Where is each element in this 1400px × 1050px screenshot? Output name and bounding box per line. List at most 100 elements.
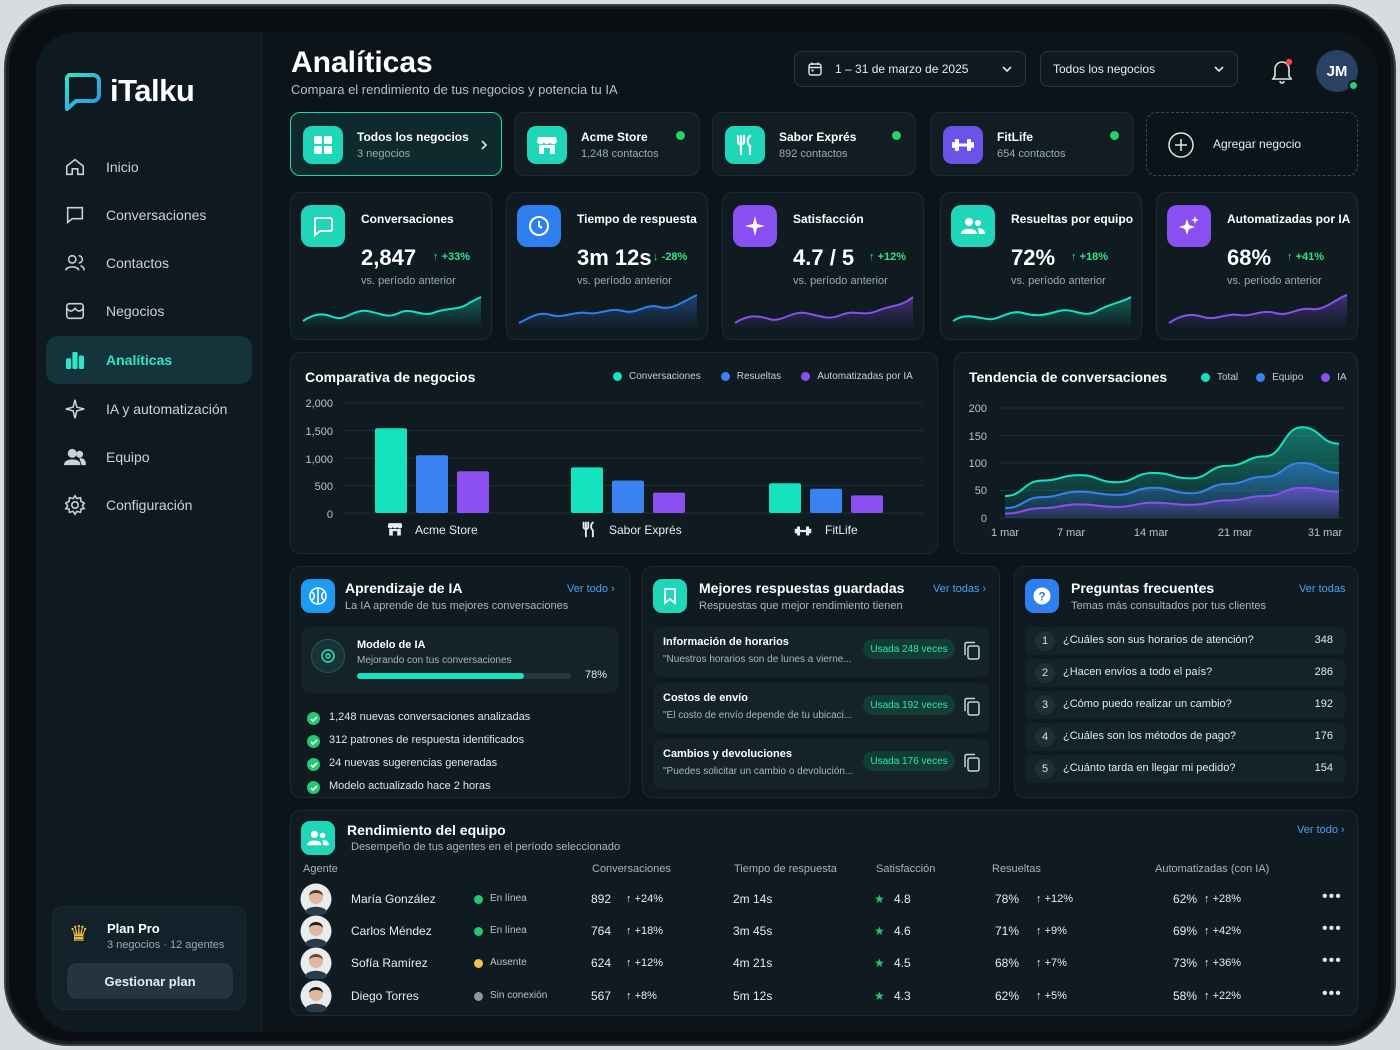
kpi-card-resueltas-equipo[interactable]: Resueltas por equipo 72% ↑ +18% vs. perí… [940, 192, 1142, 340]
response-title: Información de horarios [663, 636, 789, 648]
sidebar-item-ia-automatizacion[interactable]: IA y automatización [46, 386, 252, 432]
copy-icon[interactable] [963, 753, 981, 773]
logo[interactable]: iTalku [60, 70, 195, 112]
add-business-button[interactable]: Agregar negocio [1146, 112, 1358, 176]
faq-item[interactable]: 1 ¿Cuáles son sus horarios de atención? 34… [1025, 627, 1345, 655]
x-tick-label: 7 mar [1057, 527, 1085, 539]
see-all-link[interactable]: Ver todas [1299, 583, 1346, 595]
bar-acme-store-conversaciones[interactable] [375, 428, 407, 513]
sidebar-item-analiticas[interactable]: Analíticas [46, 336, 252, 384]
sidebar-item-configuracion[interactable]: Configuración [46, 482, 252, 528]
y-tick-label: 0 [327, 509, 333, 521]
plan-title: Plan Pro [107, 921, 160, 936]
sidebar-item-negocios[interactable]: Negocios [46, 288, 252, 334]
copy-icon[interactable] [963, 641, 981, 661]
bar-fitlife-conversaciones[interactable] [769, 483, 801, 513]
legend-item[interactable]: Equipo [1256, 372, 1303, 383]
bar-sabor-exprés-automatizadas-por-ia[interactable] [653, 492, 685, 513]
model-subtitle: Mejorando con tus conversaciones [357, 655, 512, 666]
see-all-link[interactable]: Ver todas › [933, 583, 987, 595]
bar-acme-store-automatizadas-por-ia[interactable] [457, 471, 489, 513]
satisfaction-value: 4.8 [894, 892, 911, 906]
business-count: 654 contactos [997, 148, 1066, 160]
conversations-value: 624 [591, 956, 612, 970]
line-equipo[interactable] [1004, 461, 1340, 510]
more-options-icon[interactable]: ••• [1322, 952, 1342, 969]
user-avatar[interactable]: JM [1316, 50, 1359, 92]
response-time-value: 5m 12s [733, 989, 773, 1003]
date-range-select[interactable]: 1 – 31 de marzo de 2025 [794, 51, 1026, 87]
faq-item[interactable]: 3 ¿Cómo puedo realizar un cambio? 192 [1025, 691, 1345, 719]
column-header-resueltas[interactable]: Resueltas [992, 863, 1041, 875]
check-icon [307, 712, 320, 725]
utensils-icon [582, 521, 594, 538]
saved-response-item[interactable]: Información de horarios "Nuestros horari… [653, 627, 989, 677]
business-filter-select[interactable]: Todos los negocios [1040, 51, 1238, 87]
legend-item[interactable]: Conversaciones [613, 371, 701, 382]
kpi-card-automatizadas-ia[interactable]: Automatizadas por IA 68% ↑ +41% vs. perí… [1156, 192, 1358, 340]
sidebar-item-contactos[interactable]: Contactos [46, 240, 252, 286]
bar-chart-icon [65, 351, 85, 370]
business-card-sabor[interactable]: Sabor Exprés 892 contactos [712, 112, 916, 176]
legend-item[interactable]: IA [1321, 372, 1347, 383]
column-header-conversaciones[interactable]: Conversaciones [592, 863, 671, 875]
y-tick-label: 500 [315, 481, 333, 493]
saved-response-item[interactable]: Cambios y devoluciones "Puedes solicitar… [653, 739, 989, 789]
column-header-automatizadas[interactable]: Automatizadas (con IA) [1155, 863, 1270, 875]
faq-item[interactable]: 5 ¿Cuánto tarda en llegar mi pedido? 154 [1025, 755, 1345, 783]
conversations-value: 892 [591, 892, 612, 906]
copy-icon[interactable] [963, 697, 981, 717]
bar-acme-store-resueltas[interactable] [416, 455, 448, 513]
bar-sabor-exprés-conversaciones[interactable] [571, 467, 603, 513]
agent-avatar [300, 980, 332, 1012]
ai-bullet-text: Modelo actualizado hace 2 horas [329, 780, 491, 792]
table-row[interactable]: Diego Torres Sin conexión 567 ↑ +8% 5m 12s ★ 4… [300, 980, 1341, 1012]
kpi-card-conversaciones[interactable]: Conversaciones 2,847 ↑ +33% vs. período … [290, 192, 492, 340]
utensils-icon [725, 126, 765, 164]
business-card-all[interactable]: Todos los negocios 3 negocios [290, 112, 502, 176]
sidebar-item-equipo[interactable]: Equipo [46, 434, 252, 480]
more-options-icon[interactable]: ••• [1322, 985, 1342, 1002]
kpi-label: Automatizadas por IA [1227, 212, 1351, 226]
status-dot [1110, 131, 1119, 140]
column-header-satisfaccion[interactable]: Satisfacción [876, 863, 936, 875]
panel-title: Rendimiento del equipo [347, 822, 506, 838]
team-performance-panel: Rendimiento del equipo Desempeño de tus … [290, 810, 1358, 1016]
table-row[interactable]: Sofía Ramírez Ausente 624 ↑ +12% 4m 21s ★ 4.5 6… [300, 947, 1341, 979]
column-header-tiempo[interactable]: Tiempo de respuesta [734, 863, 837, 875]
plan-subtitle: 3 negocios · 12 agentes [107, 939, 225, 951]
sidebar-item-conversaciones[interactable]: Conversaciones [46, 192, 252, 238]
satisfaction-value: 4.3 [894, 989, 911, 1003]
see-all-link[interactable]: Ver todo › [1297, 824, 1345, 836]
table-row[interactable]: María González En línea 892 ↑ +24% 2m 14s ★ 4.… [300, 883, 1341, 915]
legend-item[interactable]: Resueltas [720, 371, 781, 382]
bar-sabor-exprés-resueltas[interactable] [612, 480, 644, 513]
y-tick-label: 150 [969, 431, 987, 443]
notifications-button[interactable] [1270, 58, 1294, 89]
x-category-labels: Acme Store Sabor Exprés FitLife [387, 521, 858, 538]
more-options-icon[interactable]: ••• [1322, 920, 1342, 937]
business-card-acme[interactable]: Acme Store 1,248 contactos [514, 112, 700, 176]
conversations-delta: ↑ +12% [626, 957, 664, 969]
table-row[interactable]: Carlos Méndez En línea 764 ↑ +18% 3m 45s ★ 4.6… [300, 915, 1341, 947]
legend-item[interactable]: Total [1201, 372, 1238, 383]
kpi-card-tiempo-respuesta[interactable]: Tiempo de respuesta 3m 12s ↓ -28% vs. pe… [506, 192, 708, 340]
line-ia[interactable] [1004, 486, 1340, 515]
bar-fitlife-automatizadas-por-ia[interactable] [851, 495, 883, 513]
manage-plan-button[interactable]: Gestionar plan [67, 963, 233, 999]
business-card-fitlife[interactable]: FitLife 654 contactos [930, 112, 1134, 176]
legend-item[interactable]: Automatizadas por IA [801, 371, 913, 382]
line-total[interactable] [1004, 426, 1340, 497]
kpi-card-satisfaccion[interactable]: Satisfacción 4.7 / 5 ↑ +12% vs. período … [722, 192, 924, 340]
see-all-link[interactable]: Ver todo › [567, 583, 615, 595]
saved-response-item[interactable]: Costos de envío "El costo de envío depen… [653, 683, 989, 733]
faq-item[interactable]: 4 ¿Cuáles son los métodos de pago? 176 [1025, 723, 1345, 751]
check-icon [307, 758, 320, 771]
sidebar-item-inicio[interactable]: Inicio [46, 144, 252, 190]
more-options-icon[interactable]: ••• [1322, 888, 1342, 905]
ai-bullet-text: 312 patrones de respuesta identificados [329, 734, 525, 746]
column-header-agente[interactable]: Agente [303, 863, 338, 875]
faq-item[interactable]: 2 ¿Hacen envíos a todo el país? 286 [1025, 659, 1345, 687]
bar-fitlife-resueltas[interactable] [810, 488, 842, 513]
legend-swatch [1321, 373, 1331, 382]
